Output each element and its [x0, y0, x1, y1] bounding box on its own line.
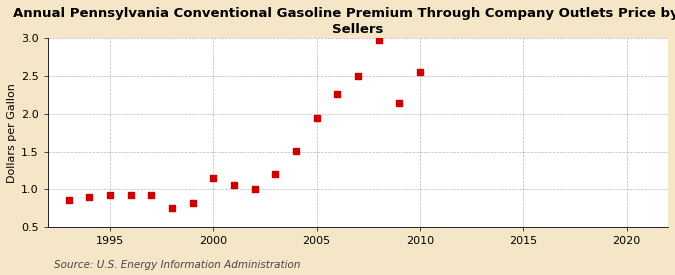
Point: [146, 192, 157, 197]
Point: [125, 192, 136, 197]
Point: [229, 183, 240, 187]
Point: [311, 116, 322, 120]
Point: [373, 37, 384, 42]
Point: [63, 198, 74, 202]
Point: [290, 149, 301, 153]
Text: Source: U.S. Energy Information Administration: Source: U.S. Energy Information Administ…: [54, 260, 300, 270]
Point: [332, 91, 343, 96]
Point: [208, 176, 219, 180]
Y-axis label: Dollars per Gallon: Dollars per Gallon: [7, 83, 17, 183]
Point: [352, 74, 363, 78]
Point: [84, 195, 95, 199]
Title: Annual Pennsylvania Conventional Gasoline Premium Through Company Outlets Price : Annual Pennsylvania Conventional Gasolin…: [13, 7, 675, 36]
Point: [270, 172, 281, 177]
Point: [414, 70, 425, 75]
Point: [105, 193, 115, 197]
Point: [167, 206, 178, 210]
Point: [249, 186, 260, 191]
Point: [394, 100, 405, 105]
Point: [187, 201, 198, 205]
